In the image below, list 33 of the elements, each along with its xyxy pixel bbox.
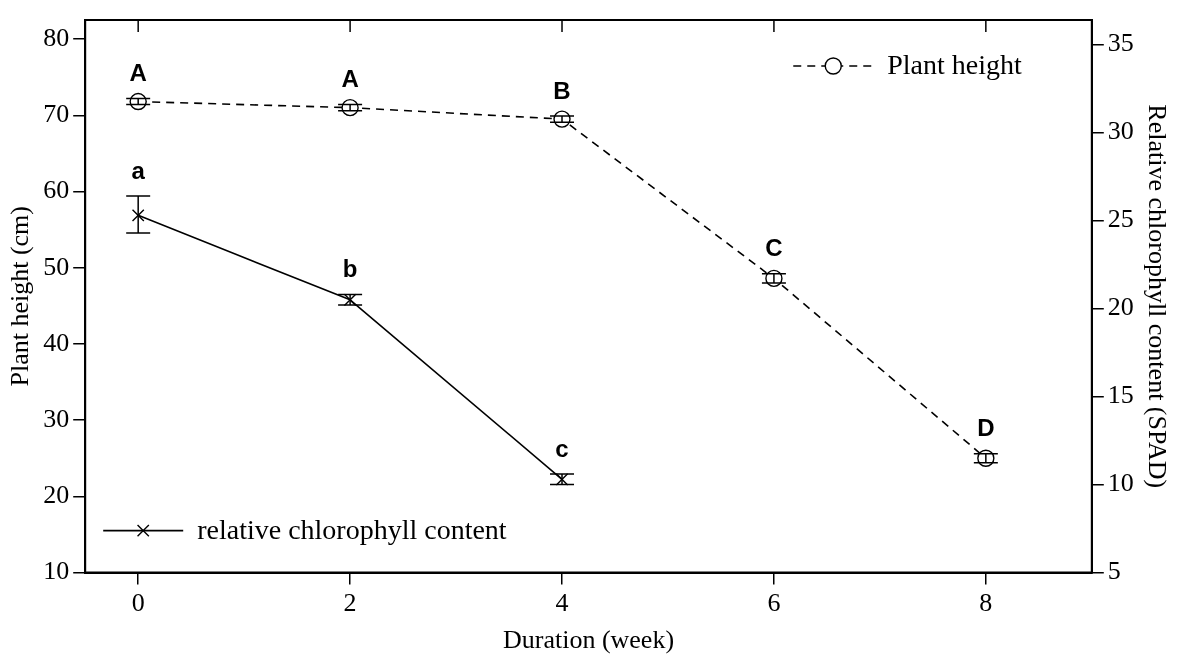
y2-tick-label: 10: [1107, 468, 1134, 498]
x-tick-label: 8: [979, 588, 993, 618]
y-tick-label: 50: [43, 251, 70, 281]
annotation: A: [129, 59, 147, 87]
legend-label: relative chlorophyll content: [197, 513, 507, 545]
annotation: c: [555, 434, 569, 462]
y2-tick-label: 15: [1107, 380, 1134, 410]
y-axis-title: Plant height (cm): [5, 206, 35, 387]
y-tick-label: 30: [43, 403, 70, 433]
x-tick-label: 2: [343, 588, 357, 618]
annotation: C: [765, 234, 783, 262]
legend-label: Plant height: [887, 49, 1023, 81]
x-tick-label: 0: [131, 588, 145, 618]
y2-tick-label: 35: [1107, 28, 1134, 58]
y2-tick-label: 20: [1107, 292, 1134, 322]
y2-tick-label: 5: [1107, 556, 1121, 586]
x-tick-label: 6: [767, 588, 781, 618]
y2-axis-title: Relative chlorophyll content (SPAD): [1142, 104, 1172, 489]
y2-tick-label: 25: [1107, 204, 1134, 234]
x-tick-label: 4: [555, 588, 569, 618]
y-tick-label: 40: [43, 327, 70, 357]
y-tick-label: 60: [43, 175, 70, 205]
y-tick-label: 10: [43, 556, 70, 586]
y-tick-label: 20: [43, 480, 70, 510]
y2-tick-label: 30: [1107, 116, 1134, 146]
y-tick-label: 80: [43, 22, 70, 52]
y-tick-label: 70: [43, 99, 70, 129]
annotation: a: [131, 156, 146, 184]
annotation: A: [341, 65, 359, 93]
annotation: b: [342, 255, 358, 283]
x-axis-title: Duration (week): [502, 625, 675, 655]
annotation: B: [553, 76, 571, 104]
annotation: D: [977, 414, 995, 442]
